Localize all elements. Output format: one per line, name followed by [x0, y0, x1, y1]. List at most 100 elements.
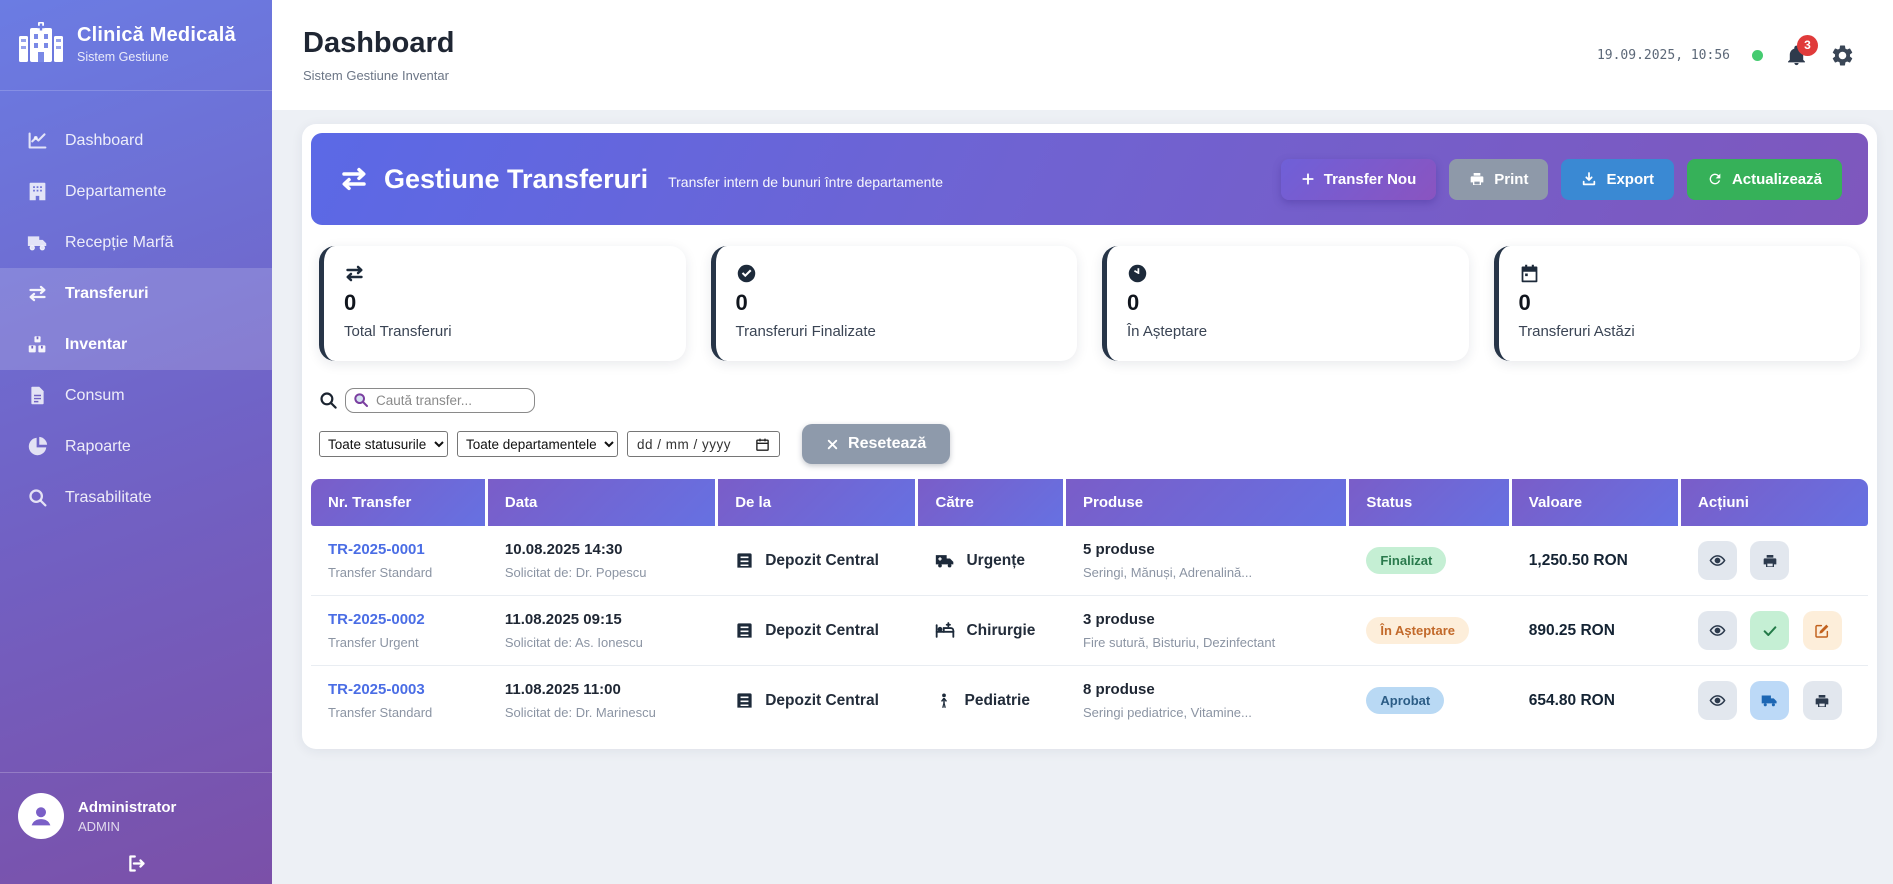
settings-button[interactable]	[1830, 43, 1855, 68]
stat-value: 0	[735, 290, 748, 315]
status-filter-select[interactable]: Toate statusurile	[319, 431, 448, 457]
file-icon	[31, 386, 44, 405]
table-row: TR-2025-0002 Transfer Urgent 11.08.2025 …	[311, 596, 1868, 666]
truck-icon	[27, 236, 47, 251]
to-location: Chirurgie	[966, 621, 1036, 639]
transfers-panel: Gestiune Transferuri Transfer intern de …	[302, 124, 1877, 749]
pie-chart-icon	[28, 436, 48, 456]
column-header: Acțiuni	[1681, 479, 1868, 526]
table-row: TR-2025-0003 Transfer Standard 11.08.202…	[311, 666, 1868, 735]
sidebar-item-consum[interactable]: Consum	[0, 370, 272, 421]
logout-button[interactable]	[18, 839, 254, 878]
transfer-type: Transfer Urgent	[328, 635, 419, 650]
search-icon	[320, 392, 337, 409]
eye-icon	[1709, 555, 1726, 566]
deliver-button[interactable]	[1750, 681, 1790, 720]
sidebar-item-departamente[interactable]: Departamente	[0, 166, 272, 217]
exchange-icon	[342, 167, 366, 191]
transfer-requester: Solicitat de: As. Ionescu	[504, 635, 643, 650]
transfer-id-link[interactable]: TR-2025-0001	[328, 541, 425, 558]
products-count: 8 produse	[1083, 681, 1155, 698]
department-filter-select[interactable]: Toate departamentele	[457, 431, 618, 457]
status-dot	[1752, 49, 1763, 61]
sidebar-item-label: Departamente	[65, 182, 167, 200]
stat-value: 0	[344, 290, 357, 315]
export-button[interactable]: Export	[1561, 158, 1674, 200]
transfer-id-link[interactable]: TR-2025-0003	[328, 681, 425, 698]
stat-total-transferuri: 0 Total Transferuri	[319, 246, 686, 361]
stat-transferuri-astazi: 0 Transferuri Astăzi	[1493, 246, 1860, 361]
reset-filters-button[interactable]: Resetează	[802, 424, 951, 464]
transfer-type: Transfer Standard	[328, 565, 433, 580]
banner-title: Gestiune Transferuri	[384, 163, 649, 194]
print-row-button[interactable]	[1750, 541, 1790, 580]
brand-subtitle: Sistem Gestiune	[77, 50, 169, 64]
user-icon	[31, 807, 51, 826]
sidebar-item-dashboard[interactable]: Dashboard	[0, 115, 272, 166]
avatar	[18, 793, 64, 839]
table-row: TR-2025-0001 Transfer Standard 10.08.202…	[311, 526, 1868, 596]
clock-icon	[1128, 264, 1147, 283]
column-header: Data	[487, 479, 719, 526]
sidebar-item-trasabilitate[interactable]: Trasabilitate	[0, 472, 272, 523]
notifications-button[interactable]: 3	[1785, 34, 1818, 67]
view-button[interactable]	[1698, 611, 1738, 650]
calendar-icon	[756, 438, 769, 451]
topbar: Dashboard Sistem Gestiune Inventar 19.09…	[272, 0, 1893, 110]
banner-subtitle: Transfer intern de bunuri între departam…	[668, 174, 944, 190]
stat-label: Transferuri Astăzi	[1518, 323, 1635, 340]
user-role: ADMIN	[78, 818, 120, 834]
refresh-button[interactable]: Actualizează	[1686, 158, 1842, 200]
sidebar-item-rapoarte[interactable]: Rapoarte	[0, 421, 272, 472]
column-header: De la	[718, 479, 919, 526]
to-location: Urgențe	[966, 551, 1026, 569]
building-icon	[29, 182, 46, 201]
column-header: Nr. Transfer	[311, 479, 488, 526]
page-subtitle: Sistem Gestiune Inventar	[303, 68, 449, 83]
transfers-table: Nr. Transfer Data De la Către Produse St…	[311, 479, 1868, 735]
edit-button[interactable]	[1802, 611, 1842, 650]
sidebar-item-label: Trasabilitate	[65, 488, 152, 506]
search-input[interactable]	[345, 388, 535, 413]
download-icon	[1583, 172, 1596, 186]
ambulance-icon	[936, 554, 954, 567]
sidebar-item-transferuri[interactable]: Transferuri	[0, 268, 272, 319]
sidebar-item-label: Rapoarte	[65, 437, 131, 455]
date-filter-input[interactable]: dd / mm / yyyy	[627, 431, 781, 457]
sidebar-item-inventar[interactable]: Inventar	[0, 319, 272, 370]
sidebar-item-label: Dashboard	[65, 131, 144, 149]
printer-icon	[1816, 694, 1829, 707]
timestamp: 19.09.2025, 10:56	[1596, 47, 1730, 63]
stat-label: Total Transferuri	[344, 323, 452, 340]
transfer-nou-button[interactable]: Transfer Nou	[1280, 158, 1437, 200]
check-circle-icon	[737, 264, 755, 283]
main: Dashboard Sistem Gestiune Inventar 19.09…	[272, 0, 1893, 884]
stat-value: 0	[1127, 290, 1140, 315]
transfer-value: 890.25 RON	[1528, 621, 1615, 639]
view-button[interactable]	[1698, 541, 1738, 580]
transfer-id-link[interactable]: TR-2025-0002	[328, 611, 425, 628]
sidebar-item-receptie-marfa[interactable]: Recepție Marfă	[0, 217, 272, 268]
transfer-requester: Solicitat de: Dr. Marinescu	[504, 705, 656, 720]
check-icon	[1763, 625, 1777, 636]
sidebar-item-label: Inventar	[65, 335, 128, 353]
sidebar-nav: Dashboard Departamente Recepție Marfă Tr…	[0, 115, 272, 523]
products-detail: Seringi, Mănuși, Adrenalină...	[1083, 565, 1253, 580]
from-location: Depozit Central	[765, 621, 879, 639]
status-badge: Aprobat	[1366, 687, 1445, 714]
notification-badge: 3	[1797, 34, 1818, 56]
child-icon	[941, 693, 948, 708]
products-count: 5 produse	[1083, 541, 1155, 558]
plus-icon	[1302, 173, 1314, 185]
eye-icon	[1709, 625, 1726, 636]
transfer-value: 654.80 RON	[1528, 691, 1615, 709]
warehouse-icon	[737, 553, 752, 568]
warehouse-icon	[737, 623, 752, 638]
approve-button[interactable]	[1750, 611, 1790, 650]
print-row-button[interactable]	[1802, 681, 1842, 720]
print-button[interactable]: Print	[1449, 158, 1549, 200]
hospital-icon	[19, 22, 63, 62]
stat-in-asteptare: 0 În Așteptare	[1102, 246, 1469, 361]
gear-icon	[1832, 45, 1853, 65]
view-button[interactable]	[1698, 681, 1738, 720]
